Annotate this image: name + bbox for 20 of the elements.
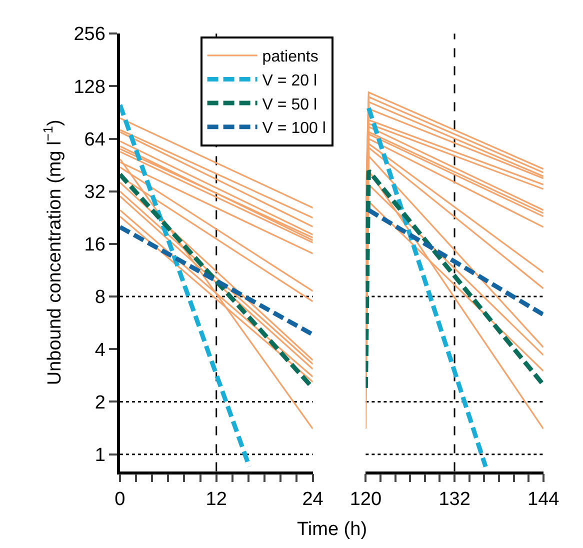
- y-tick-label: 32: [84, 182, 106, 204]
- legend-label: patients: [262, 48, 318, 66]
- y-tick-label: 128: [74, 76, 106, 98]
- legend-label: V = 20 l: [262, 72, 317, 90]
- x-tick-label: 0: [114, 488, 126, 510]
- x-tick-label: 120: [350, 488, 382, 510]
- x-tick-label: 24: [302, 488, 324, 510]
- y-tick-label: 2: [94, 392, 106, 414]
- y-tick-label: 64: [84, 129, 106, 150]
- y-tick-label: 256: [74, 24, 106, 46]
- x-axis-title: Time (h): [297, 519, 368, 540]
- x-tick-label: 132: [438, 488, 470, 510]
- y-tick-label: 8: [94, 287, 106, 308]
- y-tick-label: 16: [84, 234, 106, 256]
- y-tick-label: 4: [94, 340, 106, 361]
- y-tick-label: 1: [94, 445, 106, 466]
- legend-label: V = 50 l: [262, 96, 317, 114]
- legend-label: V = 100 l: [262, 120, 326, 138]
- x-tick-label: 12: [206, 488, 227, 510]
- x-tick-label: 144: [528, 488, 560, 510]
